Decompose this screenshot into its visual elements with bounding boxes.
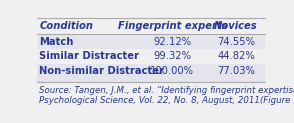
Text: Source: Tangen, J.M., et al. “Identifying fingerprint expertise”,: Source: Tangen, J.M., et al. “Identifyin… — [39, 86, 294, 95]
Text: 44.82%: 44.82% — [217, 51, 255, 61]
Text: 99.32%: 99.32% — [153, 51, 191, 61]
Bar — [37, 64, 265, 82]
Bar — [37, 64, 265, 82]
Bar — [37, 34, 265, 49]
Text: Novices: Novices — [214, 21, 258, 31]
Text: Condition: Condition — [39, 21, 93, 31]
Text: 100.00%: 100.00% — [150, 66, 194, 76]
Text: Fingerprint experts: Fingerprint experts — [118, 21, 227, 31]
Text: Similar Distracter: Similar Distracter — [39, 51, 139, 61]
Text: Non-similar Distracter: Non-similar Distracter — [39, 66, 164, 76]
Text: Match: Match — [39, 37, 74, 47]
Bar — [37, 34, 265, 49]
Text: 77.03%: 77.03% — [217, 66, 255, 76]
Text: 92.12%: 92.12% — [153, 37, 191, 47]
Text: Psychological Science, Vol. 22, No. 8, August, 2011(Figure 1).: Psychological Science, Vol. 22, No. 8, A… — [39, 96, 294, 105]
Text: 74.55%: 74.55% — [217, 37, 255, 47]
